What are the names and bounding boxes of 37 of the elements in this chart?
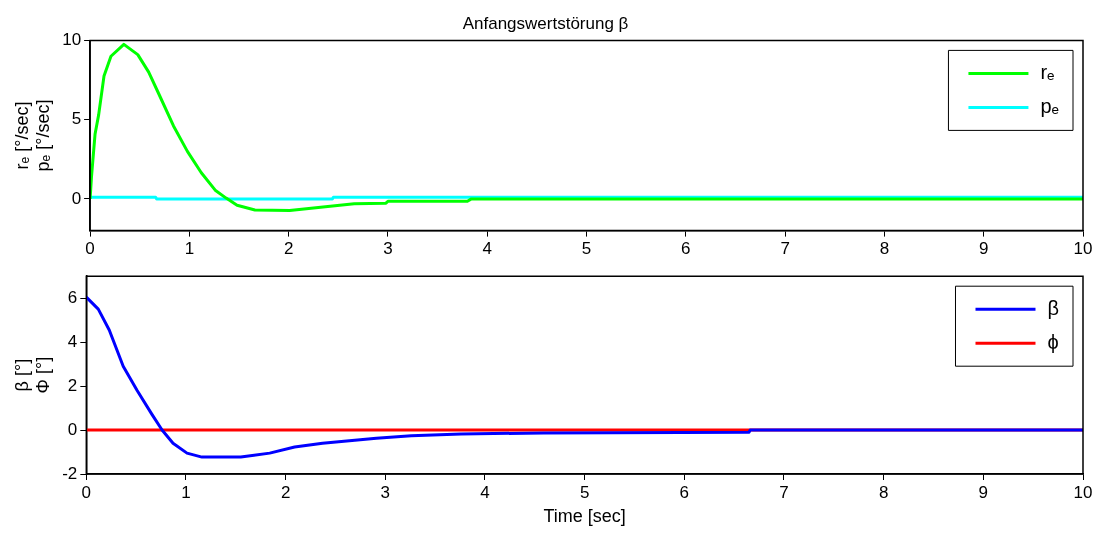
x-tick-label: 0: [85, 239, 95, 259]
x-tick-label: 10: [1073, 482, 1093, 502]
y-axis-title: rₑ [°/sec] pₑ [°/sec]: [11, 99, 54, 172]
x-tick-label: 8: [878, 482, 889, 502]
y-axis-title: β [°] Φ [°]: [11, 356, 54, 394]
y-tick-label: 6: [67, 287, 78, 307]
x-tick-label: 3: [383, 239, 393, 259]
chart-title: Anfangswertstörung β: [462, 13, 629, 33]
legend-label: ϕ: [1047, 330, 1059, 353]
y-tick-label: 0: [71, 188, 82, 208]
x-tick-label: 4: [482, 239, 492, 259]
y-tick-label: 10: [62, 30, 82, 50]
x-tick-label: 4: [480, 482, 490, 502]
x-tick-label: 2: [280, 482, 291, 502]
x-tick-label: 5: [581, 239, 592, 259]
legend-label: rₑ: [1040, 60, 1055, 83]
x-tick-label: 5: [579, 482, 590, 502]
y-tick-label: 2: [67, 375, 78, 395]
x-tick-label: 8: [879, 239, 890, 259]
x-tick-label: 1: [184, 239, 195, 259]
x-tick-label: 6: [679, 482, 690, 502]
legend-label: β: [1047, 296, 1060, 319]
x-tick-label: 10: [1073, 239, 1093, 259]
x-tick-label: 6: [681, 239, 691, 259]
y-tick-label: 0: [67, 419, 78, 439]
x-tick-label: 9: [978, 482, 989, 502]
x-tick-label: 1: [181, 482, 191, 502]
x-tick-label: 7: [779, 482, 789, 502]
x-tick-label: 9: [978, 239, 989, 259]
legend-label: pₑ: [1040, 94, 1060, 117]
x-axis-title: Time [sec]: [543, 506, 626, 527]
y-tick-label: 5: [71, 109, 82, 129]
x-tick-label: 7: [780, 239, 790, 259]
x-tick-label: 2: [283, 239, 294, 259]
y-tick-label: 4: [67, 331, 78, 351]
x-tick-label: 3: [380, 482, 391, 502]
y-tick-label: -2: [62, 463, 78, 483]
